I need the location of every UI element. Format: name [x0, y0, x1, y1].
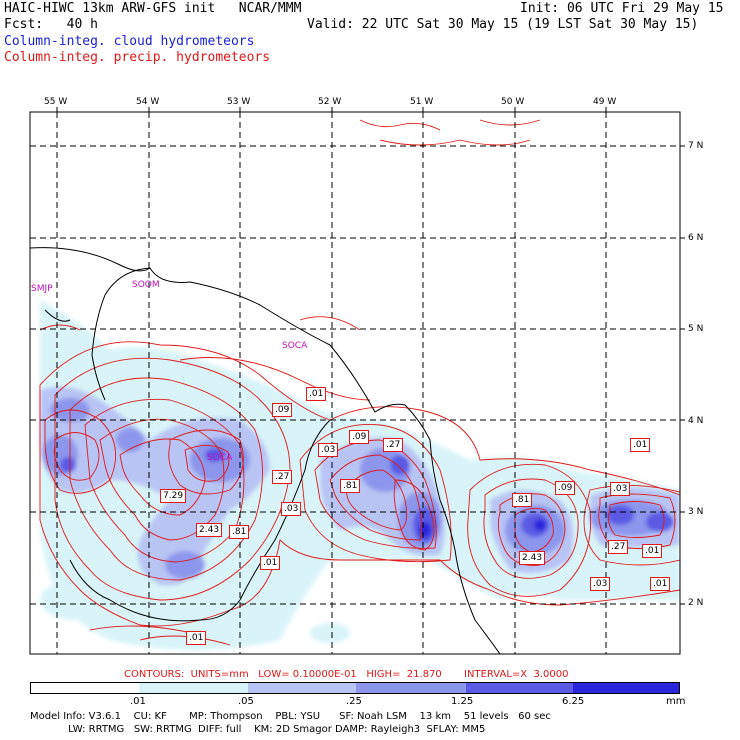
contour-value-label: .03 [590, 577, 611, 591]
contour-value-label: .81 [229, 525, 250, 539]
scale-bin [356, 683, 466, 693]
scale-units: mm [666, 696, 686, 707]
lat-label: 2 N [688, 598, 704, 608]
station-label: SOCA [207, 453, 233, 463]
station-label: SMJP [31, 284, 53, 294]
contour-value-label: .27 [608, 540, 629, 554]
lon-label: 54 W [136, 97, 160, 107]
contour-value-label: .09 [349, 430, 370, 444]
color-scale [30, 682, 680, 694]
station-label: SOOM [132, 280, 160, 290]
scale-bin [138, 683, 249, 693]
contour-value-label: .27 [272, 470, 293, 484]
contour-value-label: .01 [630, 438, 651, 452]
map-plot-area [30, 112, 680, 654]
valid-time: Valid: 22 UTC Sat 30 May 15 (19 LST Sat … [307, 17, 699, 32]
contour-value-label: .81 [512, 493, 533, 507]
scale-bin [465, 683, 574, 693]
contour-value-label: .01 [642, 544, 663, 558]
lon-label: 52 W [318, 97, 342, 107]
contour-value-label: 2.43 [519, 551, 546, 565]
lon-label: 55 W [44, 97, 68, 107]
contour-value-label: .09 [555, 481, 576, 495]
scale-tick: .05 [238, 696, 254, 707]
init-time: Init: 06 UTC Fri 29 May 15 [520, 1, 724, 16]
lat-label: 7 N [688, 141, 704, 151]
precip-legend-text: Column-integ. precip. hydrometeors [4, 50, 271, 65]
lat-label: 6 N [688, 233, 704, 243]
lon-label: 50 W [501, 97, 525, 107]
contour-value-label: .09 [272, 403, 293, 417]
contour-value-label: .01 [260, 556, 281, 570]
contour-value-label: .03 [610, 482, 631, 496]
lon-label: 53 W [227, 97, 251, 107]
scale-bin [31, 683, 139, 693]
lon-label: 51 W [410, 97, 434, 107]
contour-value-label: .03 [318, 443, 339, 457]
cloud-legend-text: Column-integ. cloud hydrometeors [4, 34, 255, 49]
coastline [30, 247, 501, 654]
scale-tick: 1.25 [451, 696, 474, 707]
contour-value-label: 2.43 [196, 523, 223, 537]
scale-bin [573, 683, 679, 693]
scale-bin [248, 683, 356, 693]
scale-tick: .25 [346, 696, 362, 707]
tick-marks [56, 107, 685, 605]
contour-value-label: .03 [281, 502, 302, 516]
cloud-hydrometeor-field [40, 300, 680, 650]
contour-value-label: .01 [650, 577, 671, 591]
lon-label: 49 W [593, 97, 617, 107]
title-line-1: HAIC-HIWC 13km ARW-GFS init NCAR/MMM [4, 1, 302, 16]
scale-tick: 6.25 [562, 696, 585, 707]
contour-info: CONTOURS: UNITS=mm LOW= 0.10000E-01 HIGH… [124, 669, 569, 680]
contour-value-label: .01 [186, 631, 207, 645]
lat-label: 3 N [688, 507, 704, 517]
lat-lon-grid [30, 112, 680, 654]
contour-value-label: .81 [340, 479, 361, 493]
contour-value-label: .01 [306, 387, 327, 401]
contour-value-label: .27 [383, 438, 404, 452]
lat-label: 5 N [688, 324, 704, 334]
contour-value-label: 7.29 [160, 489, 187, 503]
forecast-hour: Fcst: 40 h [4, 17, 98, 32]
station-label: SOCA [282, 341, 308, 351]
scale-tick: .01 [130, 696, 146, 707]
model-info-line-1: Model Info: V3.6.1 CU: KF MP: Thompson P… [30, 711, 551, 722]
lat-label: 4 N [688, 416, 704, 426]
model-info-line-2: LW: RRTMG SW: RRTMG DIFF: full KM: 2D Sm… [30, 724, 486, 735]
precip-contours [39, 119, 680, 646]
